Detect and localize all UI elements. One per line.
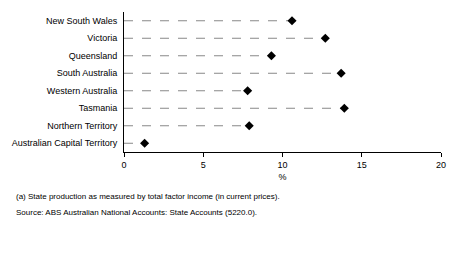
svg-text:(a) State production as measur: (a) State production as measured by tota… — [16, 192, 280, 201]
svg-text:Australian Capital Territory: Australian Capital Territory — [12, 138, 118, 148]
svg-text:0: 0 — [121, 160, 126, 170]
svg-text:Victoria: Victoria — [87, 33, 117, 43]
svg-text:5: 5 — [201, 160, 206, 170]
svg-text:South Australia: South Australia — [57, 68, 118, 78]
svg-text:10: 10 — [277, 160, 287, 170]
svg-text:20: 20 — [436, 160, 446, 170]
svg-text:Northern Territory: Northern Territory — [47, 121, 117, 131]
svg-text:%: % — [278, 172, 286, 182]
svg-text:New South Wales: New South Wales — [46, 16, 118, 26]
svg-text:Tasmania: Tasmania — [79, 103, 118, 113]
svg-text:15: 15 — [357, 160, 367, 170]
svg-text:Western Australia: Western Australia — [47, 86, 117, 96]
svg-text:Source: ABS Australian Nationa: Source: ABS Australian National Accounts… — [16, 208, 257, 217]
svg-text:Queensland: Queensland — [69, 51, 118, 61]
